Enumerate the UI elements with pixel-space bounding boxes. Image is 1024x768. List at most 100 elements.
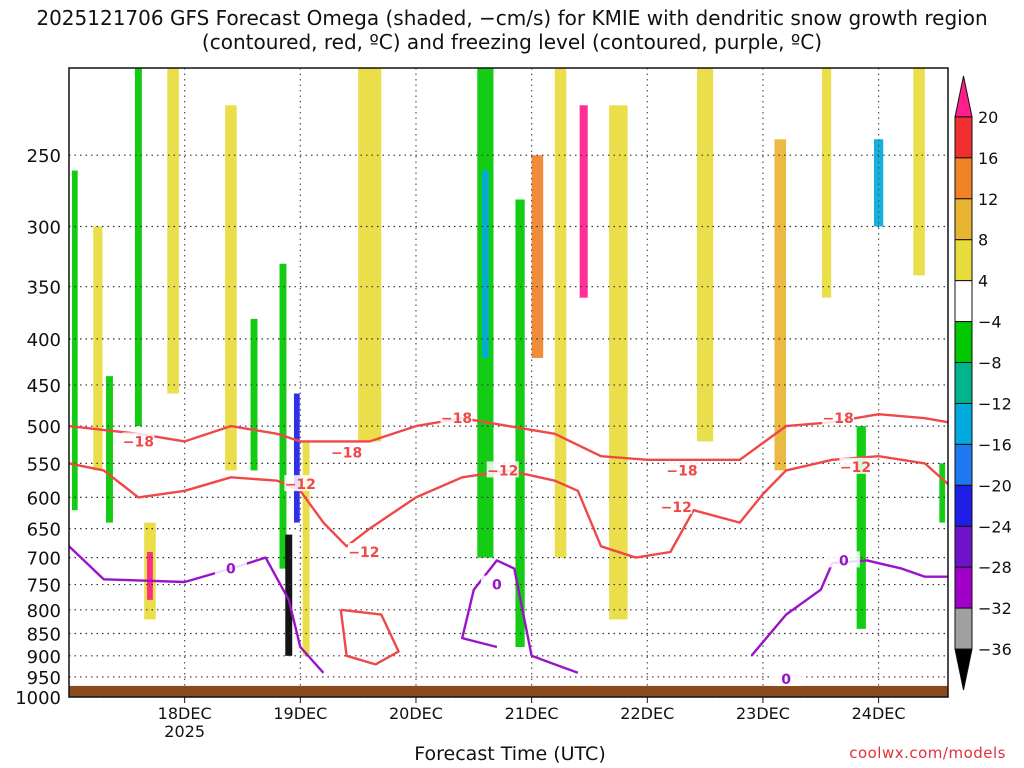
contour-label-freezing-level-2-0: 0 [492,578,502,594]
omega-cell-15 [481,170,489,358]
omega-cell-16 [515,199,525,648]
omega-cell-11 [293,393,300,523]
x-tick-label-23DEC: 23DEC [736,704,790,723]
colorbar-label-1: 16 [978,149,998,168]
colorbar-label-5: −4 [978,313,1002,332]
y-tick-label-900: 900 [27,647,61,668]
contour-label-bg-dgz-lower-0 [284,475,317,492]
y-tick-label-500: 500 [27,417,61,438]
y-tick-label-250: 250 [27,146,61,167]
contour-label-dgz-lower-1: −12 [348,545,379,561]
contour-label-bg-dgz-upper-3 [665,461,698,478]
contour-label-dgz-upper-0: −18 [123,434,154,450]
contour-label-bg-dgz-upper-0 [122,432,155,449]
omega-cell-1 [93,226,103,471]
x-tick-label-18DEC: 18DEC [158,704,212,723]
contour-label-dgz-upper-3: −18 [666,463,697,479]
omega-cell-19 [579,105,588,298]
colorbar-swatch-7 [954,362,973,404]
y-tick-label-750: 750 [27,576,61,597]
contour-label-freezing-level-0: 0 [226,562,236,578]
y-tick-label-700: 700 [27,549,61,570]
chart-title: 2025121706 GFS Forecast Omega (shaded, −… [36,6,988,54]
colorbar-swatch-1 [954,116,973,159]
omega-cell-22 [774,139,787,471]
contour-label-dgz-lower-3: −12 [661,500,692,516]
colorbar-label-9: −20 [978,476,1012,495]
x-axis-title: Forecast Time (UTC) [414,743,606,765]
colorbar-swatch-9 [954,443,973,486]
colorbar-label-13: −36 [978,640,1012,659]
colorbar-swatch-6 [954,321,973,364]
x-tick-label-21DEC: 21DEC [505,704,559,723]
omega-cell-6 [167,68,179,394]
terrain-ground [69,685,948,697]
y-tick-label-600: 600 [27,488,61,509]
plot-frame [68,67,949,698]
omega-cell-26 [913,68,925,276]
y-tick-label-950: 950 [27,668,61,689]
colorbar-swatch-8 [954,402,973,445]
contour-label-freezing-level-3-0: 0 [839,553,849,569]
colorbar-label-11: −28 [978,558,1012,577]
colorbar-swatch-5 [954,280,973,323]
plot-area [69,68,948,697]
omega-cell-9 [279,263,287,569]
contour-label-dgz-upper-2: −18 [441,411,472,427]
contour-label-bg-dgz-upper-4 [822,409,855,426]
colorbar-bottom-arrow [954,648,973,691]
x-tick-sublabel-18DEC: 2025 [164,722,205,741]
omega-cell-5 [147,551,153,600]
colorbar-label-0: 20 [978,108,998,127]
colorbar-top-arrow [954,75,973,118]
x-tick-label-24DEC: 24DEC [852,704,906,723]
omega-cell-3 [134,68,142,427]
omega-cell-13 [358,68,382,442]
contour-label-bg-freezing-level-3-0 [827,551,860,568]
colorbar-label-3: 8 [978,231,988,250]
colorbar-swatch-4 [954,239,973,282]
contour-dgz-lower [68,455,949,559]
omega-cell-8 [250,318,258,471]
contour-dgz-upper [68,413,949,461]
colorbar-label-4: 4 [978,272,988,291]
omega-cell-0 [71,170,78,511]
contour-label-bg-dgz-lower-3 [660,498,693,515]
y-tick-label-800: 800 [27,601,61,622]
colorbar-label-12: −32 [978,599,1012,618]
y-tick-label-1000: 1000 [15,688,61,709]
contour-label-bg-freezing-level-2-0 [480,575,513,592]
y-tick-label-300: 300 [27,217,61,238]
omega-cell-20 [609,105,628,620]
x-tick-label-19DEC: 19DEC [273,704,327,723]
colorbar-swatch-2 [954,157,973,200]
contour-label-dgz-lower-2: −12 [487,463,518,479]
omega-cell-7 [225,105,237,471]
contour-label-bg-dgz-upper-1 [330,443,363,460]
colorbar-label-7: −12 [978,394,1012,413]
contour-freezing-level-2 [461,559,579,674]
omega-cell-2 [106,376,113,523]
contour-label-dgz-lower-0: −12 [285,477,316,493]
contour-label-dgz-upper-4: −18 [823,411,854,427]
colorbar-label-6: −8 [978,354,1002,373]
omega-cell-17 [531,155,544,358]
omega-cell-12 [302,441,310,656]
y-tick-label-550: 550 [27,454,61,475]
y-tick-label-850: 850 [27,624,61,645]
omega-cell-27 [939,463,946,523]
contour-label-dgz-upper-1: −18 [331,446,362,462]
contour-label-bg-freezing-level-3-1 [770,670,803,687]
colorbar-swatch-10 [954,484,973,527]
contour-label-dgz-lower-4: −12 [840,460,871,476]
y-tick-label-450: 450 [27,376,61,397]
y-tick-label-400: 400 [27,330,61,351]
contour-label-bg-dgz-lower-4 [839,457,872,474]
y-tick-label-350: 350 [27,278,61,299]
contour-dgz-closed [339,608,400,666]
omega-cell-21 [697,68,714,442]
colorbar-swatch-13 [954,607,973,650]
omega-cell-24 [856,426,866,629]
colorbar-label-10: −24 [978,517,1012,536]
contour-label-freezing-level-3-1: 0 [781,672,791,688]
